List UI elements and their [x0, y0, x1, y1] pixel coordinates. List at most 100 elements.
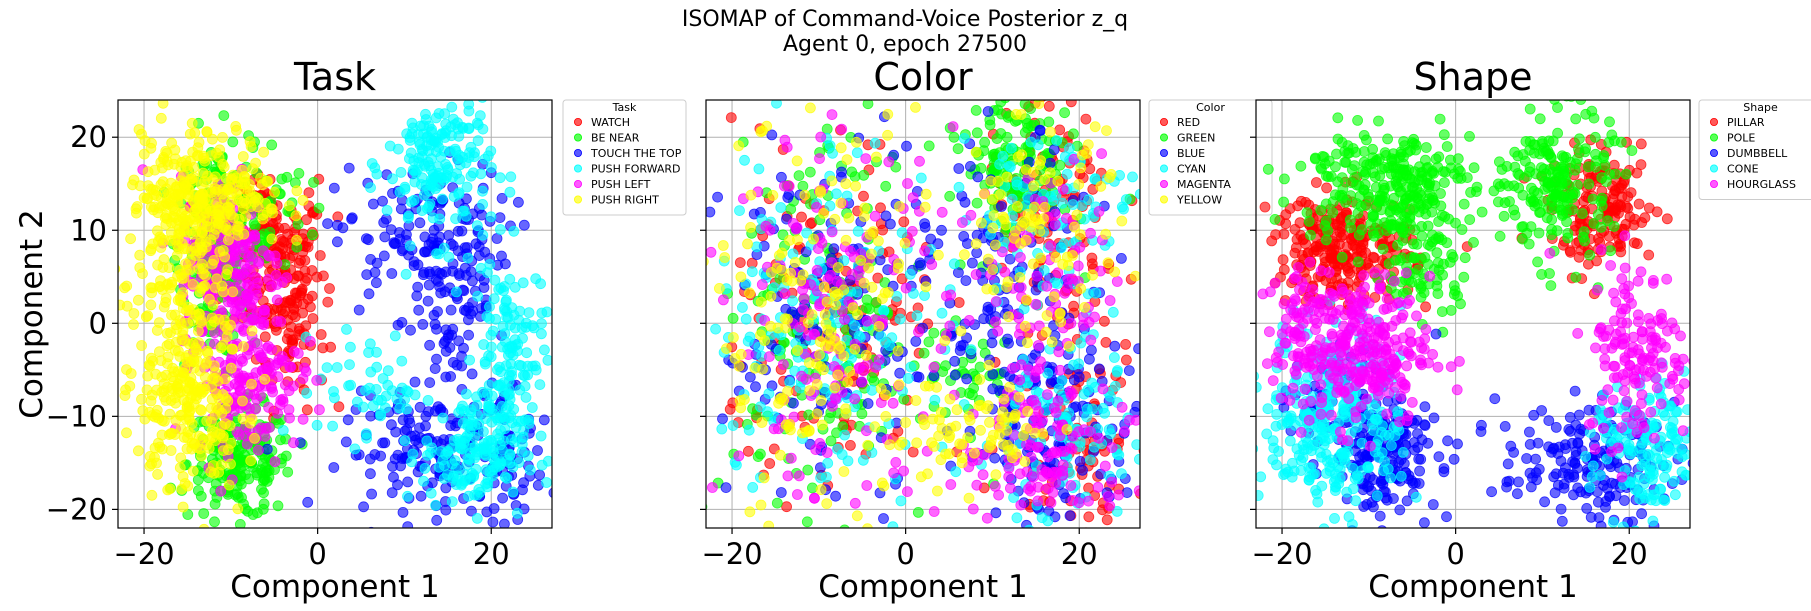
- data-point: [866, 552, 876, 562]
- data-point: [526, 402, 538, 413]
- data-point: [1083, 511, 1095, 523]
- data-point: [829, 213, 841, 225]
- data-point: [399, 183, 411, 195]
- data-point: [247, 163, 259, 175]
- data-point: [1100, 336, 1112, 348]
- data-point: [1009, 408, 1021, 420]
- data-point: [346, 212, 358, 224]
- data-point: [780, 74, 790, 84]
- legend-label: TOUCH THE TOP: [590, 147, 682, 160]
- data-point: [944, 190, 956, 202]
- data-point: [121, 427, 132, 439]
- data-point: [869, 421, 881, 433]
- data-point: [990, 316, 1001, 328]
- data-point: [913, 371, 925, 383]
- data-point: [965, 344, 977, 356]
- data-point: [989, 452, 1001, 464]
- data-point: [894, 200, 905, 212]
- data-point: [780, 322, 791, 334]
- data-point: [1021, 294, 1032, 306]
- data-point: [1005, 482, 1016, 494]
- data-point: [1104, 500, 1116, 512]
- data-point: [456, 478, 468, 490]
- data-point: [798, 293, 810, 304]
- data-point: [706, 256, 709, 267]
- legend-marker: [574, 148, 583, 157]
- data-point: [717, 413, 728, 425]
- data-point: [861, 315, 873, 327]
- data-point: [424, 339, 436, 351]
- data-point: [163, 429, 175, 441]
- data-point: [139, 413, 151, 425]
- data-point: [1052, 267, 1064, 279]
- data-point: [487, 516, 499, 528]
- data-point: [866, 384, 878, 396]
- data-point: [1087, 269, 1098, 281]
- data-point: [832, 369, 844, 381]
- data-point: [852, 225, 864, 237]
- data-point: [950, 466, 962, 478]
- data-point: [919, 218, 930, 230]
- data-point: [471, 220, 483, 232]
- data-point: [1061, 212, 1072, 224]
- data-point: [197, 167, 209, 179]
- data-point: [862, 100, 874, 110]
- data-point: [168, 203, 180, 215]
- data-point: [724, 403, 736, 415]
- data-point: [386, 385, 398, 397]
- data-point: [266, 203, 278, 215]
- data-point: [291, 234, 303, 246]
- data-point: [164, 408, 176, 420]
- data-point: [176, 529, 186, 539]
- data-point: [482, 481, 493, 493]
- data-point: [404, 240, 416, 252]
- data-point: [816, 419, 828, 431]
- legend-label: RED: [1177, 116, 1200, 129]
- legend-box: [1148, 99, 1273, 216]
- data-point: [796, 211, 807, 223]
- data-point: [1033, 320, 1045, 332]
- data-point: [866, 248, 877, 260]
- data-point: [779, 288, 791, 300]
- data-point: [426, 126, 437, 138]
- data-point: [1102, 257, 1114, 269]
- data-point: [815, 131, 827, 143]
- data-point: [949, 355, 961, 367]
- series-push-right: [118, 62, 309, 528]
- data-point: [1100, 228, 1112, 240]
- data-point: [862, 523, 873, 528]
- data-point: [401, 385, 412, 397]
- data-point: [258, 487, 269, 499]
- data-point: [1162, 368, 1172, 378]
- data-point: [1065, 389, 1077, 401]
- data-point: [414, 217, 426, 229]
- data-point: [365, 182, 376, 194]
- data-point: [840, 408, 852, 419]
- data-point: [1000, 100, 1011, 104]
- data-point: [727, 420, 739, 431]
- data-point: [958, 230, 970, 242]
- data-point: [215, 62, 225, 72]
- data-point: [191, 344, 203, 356]
- data-point: [424, 377, 436, 389]
- data-point: [451, 168, 463, 179]
- data-point: [1101, 125, 1112, 137]
- series-cyan: [710, 66, 1172, 562]
- data-point: [902, 178, 913, 189]
- data-point: [832, 262, 844, 273]
- data-point: [386, 487, 398, 499]
- data-point: [797, 269, 809, 281]
- data-point: [742, 238, 753, 250]
- data-point: [136, 393, 147, 405]
- data-point: [438, 460, 450, 472]
- data-point: [344, 341, 356, 353]
- data-point: [767, 189, 779, 201]
- data-point: [505, 171, 517, 183]
- data-point: [880, 210, 892, 222]
- data-point: [406, 77, 416, 87]
- data-point: [541, 477, 552, 488]
- data-point: [174, 410, 186, 421]
- data-point: [814, 437, 826, 449]
- data-point: [986, 66, 996, 76]
- data-point: [132, 445, 144, 457]
